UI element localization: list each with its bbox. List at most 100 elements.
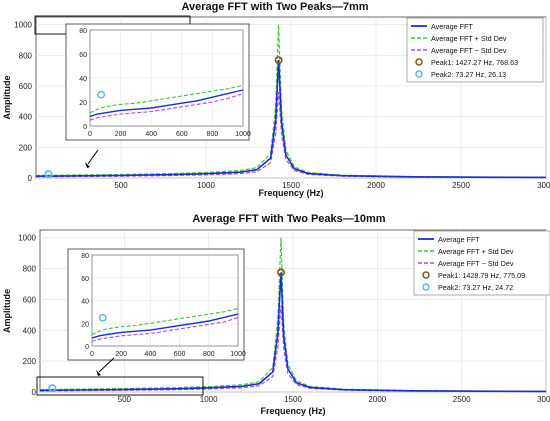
- x-tick-label: 2000: [367, 181, 385, 190]
- y-tick-label: 600: [23, 295, 37, 304]
- inset-y-tick-label: 80: [79, 28, 87, 35]
- inset-x-tick-label: 0: [88, 131, 92, 138]
- y-tick-label: 200: [19, 143, 33, 152]
- legend-entry: Peak2: 73.27 Hz, 26.13: [431, 70, 506, 79]
- inset-y-tick-label: 40: [79, 76, 87, 83]
- inset-y-tick-label: 40: [81, 299, 89, 306]
- inset-y-tick-label: 0: [83, 124, 87, 131]
- inset-y-tick-label: 80: [81, 253, 89, 260]
- x-axis-label: Frequency (Hz): [258, 188, 323, 198]
- zoom-arrow: [87, 149, 99, 165]
- legend-entry: Peak2: 73.27 Hz, 24.72: [438, 283, 513, 292]
- inset-y-tick-label: 0: [85, 344, 89, 351]
- x-tick-label: 500: [114, 181, 128, 190]
- inset-frame: [65, 23, 250, 141]
- inset-peak2-marker: [98, 313, 107, 322]
- series-line-plus-std: [35, 24, 547, 178]
- inset-x-tick-label: 400: [145, 351, 157, 358]
- peak2-marker: [44, 169, 53, 178]
- legend-swatch-marker: [422, 271, 430, 279]
- inset-line-average: [91, 313, 239, 339]
- zoom-region-box: [36, 376, 204, 396]
- series-line-plus-std: [39, 237, 547, 392]
- x-tick-label: 3000: [537, 181, 550, 190]
- inset-x-tick-label: 800: [203, 351, 215, 358]
- x-tick-label: 1000: [200, 395, 218, 404]
- legend-entry: Average FFT − Std Dev: [438, 259, 514, 268]
- zoom-arrow-head: [96, 370, 101, 376]
- legend-entry: Peak1: 1428.79 Hz, 775.09: [438, 271, 525, 280]
- inset-axes-box: [91, 254, 239, 347]
- x-tick-label: 2000: [368, 395, 386, 404]
- x-tick-label: 1500: [284, 395, 302, 404]
- inset-axes-box: [89, 29, 244, 127]
- legend: Average FFT Average FFT + Std Dev Average …: [406, 17, 544, 83]
- x-tick-label: 3000: [537, 395, 550, 404]
- y-axis-label: Amplitude: [2, 289, 12, 333]
- legend-entry: Average FFT: [438, 235, 480, 244]
- y-tick-label: 0: [28, 174, 33, 183]
- x-tick-label: 500: [118, 395, 132, 404]
- series-line-minus-std: [39, 305, 547, 393]
- legend-entry: Peak1: 1427.27 Hz, 768.63: [431, 58, 518, 67]
- inset-x-tick-label: 600: [176, 131, 188, 138]
- y-axis-label: Amplitude: [2, 76, 12, 120]
- peak2-marker: [48, 384, 57, 393]
- inset-x-tick-label: 200: [115, 351, 127, 358]
- y-tick-label: 400: [23, 326, 37, 335]
- legend-entry: Average FFT + Std Dev: [431, 34, 507, 43]
- inset-x-tick-label: 200: [115, 131, 127, 138]
- series-line-average: [35, 60, 547, 179]
- inset-x-tick-label: 800: [207, 131, 219, 138]
- chart-title: Average FFT with Two Peaks—10mm: [192, 213, 385, 225]
- y-tick-label: 200: [23, 357, 37, 366]
- legend-swatch-marker: [415, 58, 423, 66]
- inset-line-minus-std: [89, 93, 244, 121]
- inset-line-average: [89, 89, 244, 118]
- inset-peak2-marker: [97, 90, 106, 99]
- legend: Average FFT Average FFT + Std Dev Average …: [413, 230, 550, 296]
- inset-y-tick-label: 60: [81, 276, 89, 283]
- series-line-average: [39, 272, 547, 393]
- inset-line-minus-std: [91, 317, 239, 342]
- x-tick-label: 1000: [197, 181, 215, 190]
- inset-y-tick-label: 20: [79, 100, 87, 107]
- legend-entry: Average FFT: [431, 22, 473, 31]
- series-line-minus-std: [35, 92, 547, 179]
- inset-x-tick-label: 400: [145, 131, 157, 138]
- legend-entry: Average FFT + Std Dev: [438, 247, 514, 256]
- peak1-marker: [274, 56, 283, 65]
- chart-panel-2: Average FFT with Two Peaks—10mm020040060…: [2, 213, 550, 416]
- x-tick-label: 2500: [452, 181, 470, 190]
- y-tick-label: 800: [19, 51, 33, 60]
- y-tick-label: 800: [23, 265, 37, 274]
- y-tick-label: 0: [32, 388, 37, 397]
- inset-y-tick-label: 60: [79, 52, 87, 59]
- zoom-arrow-head: [85, 162, 90, 168]
- inset-x-tick-label: 600: [174, 351, 186, 358]
- x-tick-label: 1500: [282, 181, 300, 190]
- inset-x-tick-label: 0: [90, 351, 94, 358]
- y-tick-label: 1000: [14, 21, 32, 30]
- legend-swatch-marker: [422, 283, 430, 291]
- y-tick-label: 400: [19, 113, 33, 122]
- chart-title: Average FFT with Two Peaks—7mm: [181, 1, 368, 13]
- y-tick-label: 600: [19, 82, 33, 91]
- zoom-arrow: [98, 357, 115, 373]
- inset-frame: [67, 248, 245, 361]
- x-tick-label: 2500: [453, 395, 471, 404]
- peak1-marker: [276, 268, 285, 277]
- inset-x-tick-label: 1000: [235, 131, 251, 138]
- inset-x-tick-label: 1000: [230, 351, 246, 358]
- chart-panel-1: Average FFT with Two Peaks—7mm0200400600…: [2, 1, 550, 198]
- legend-box: [406, 17, 544, 83]
- legend-swatch-marker: [415, 70, 423, 78]
- legend-entry: Average FFT − Std Dev: [431, 46, 507, 55]
- inset-line-plus-std: [89, 84, 244, 114]
- inset-y-tick-label: 20: [81, 321, 89, 328]
- y-tick-label: 1000: [18, 234, 36, 243]
- legend-box: [413, 230, 550, 296]
